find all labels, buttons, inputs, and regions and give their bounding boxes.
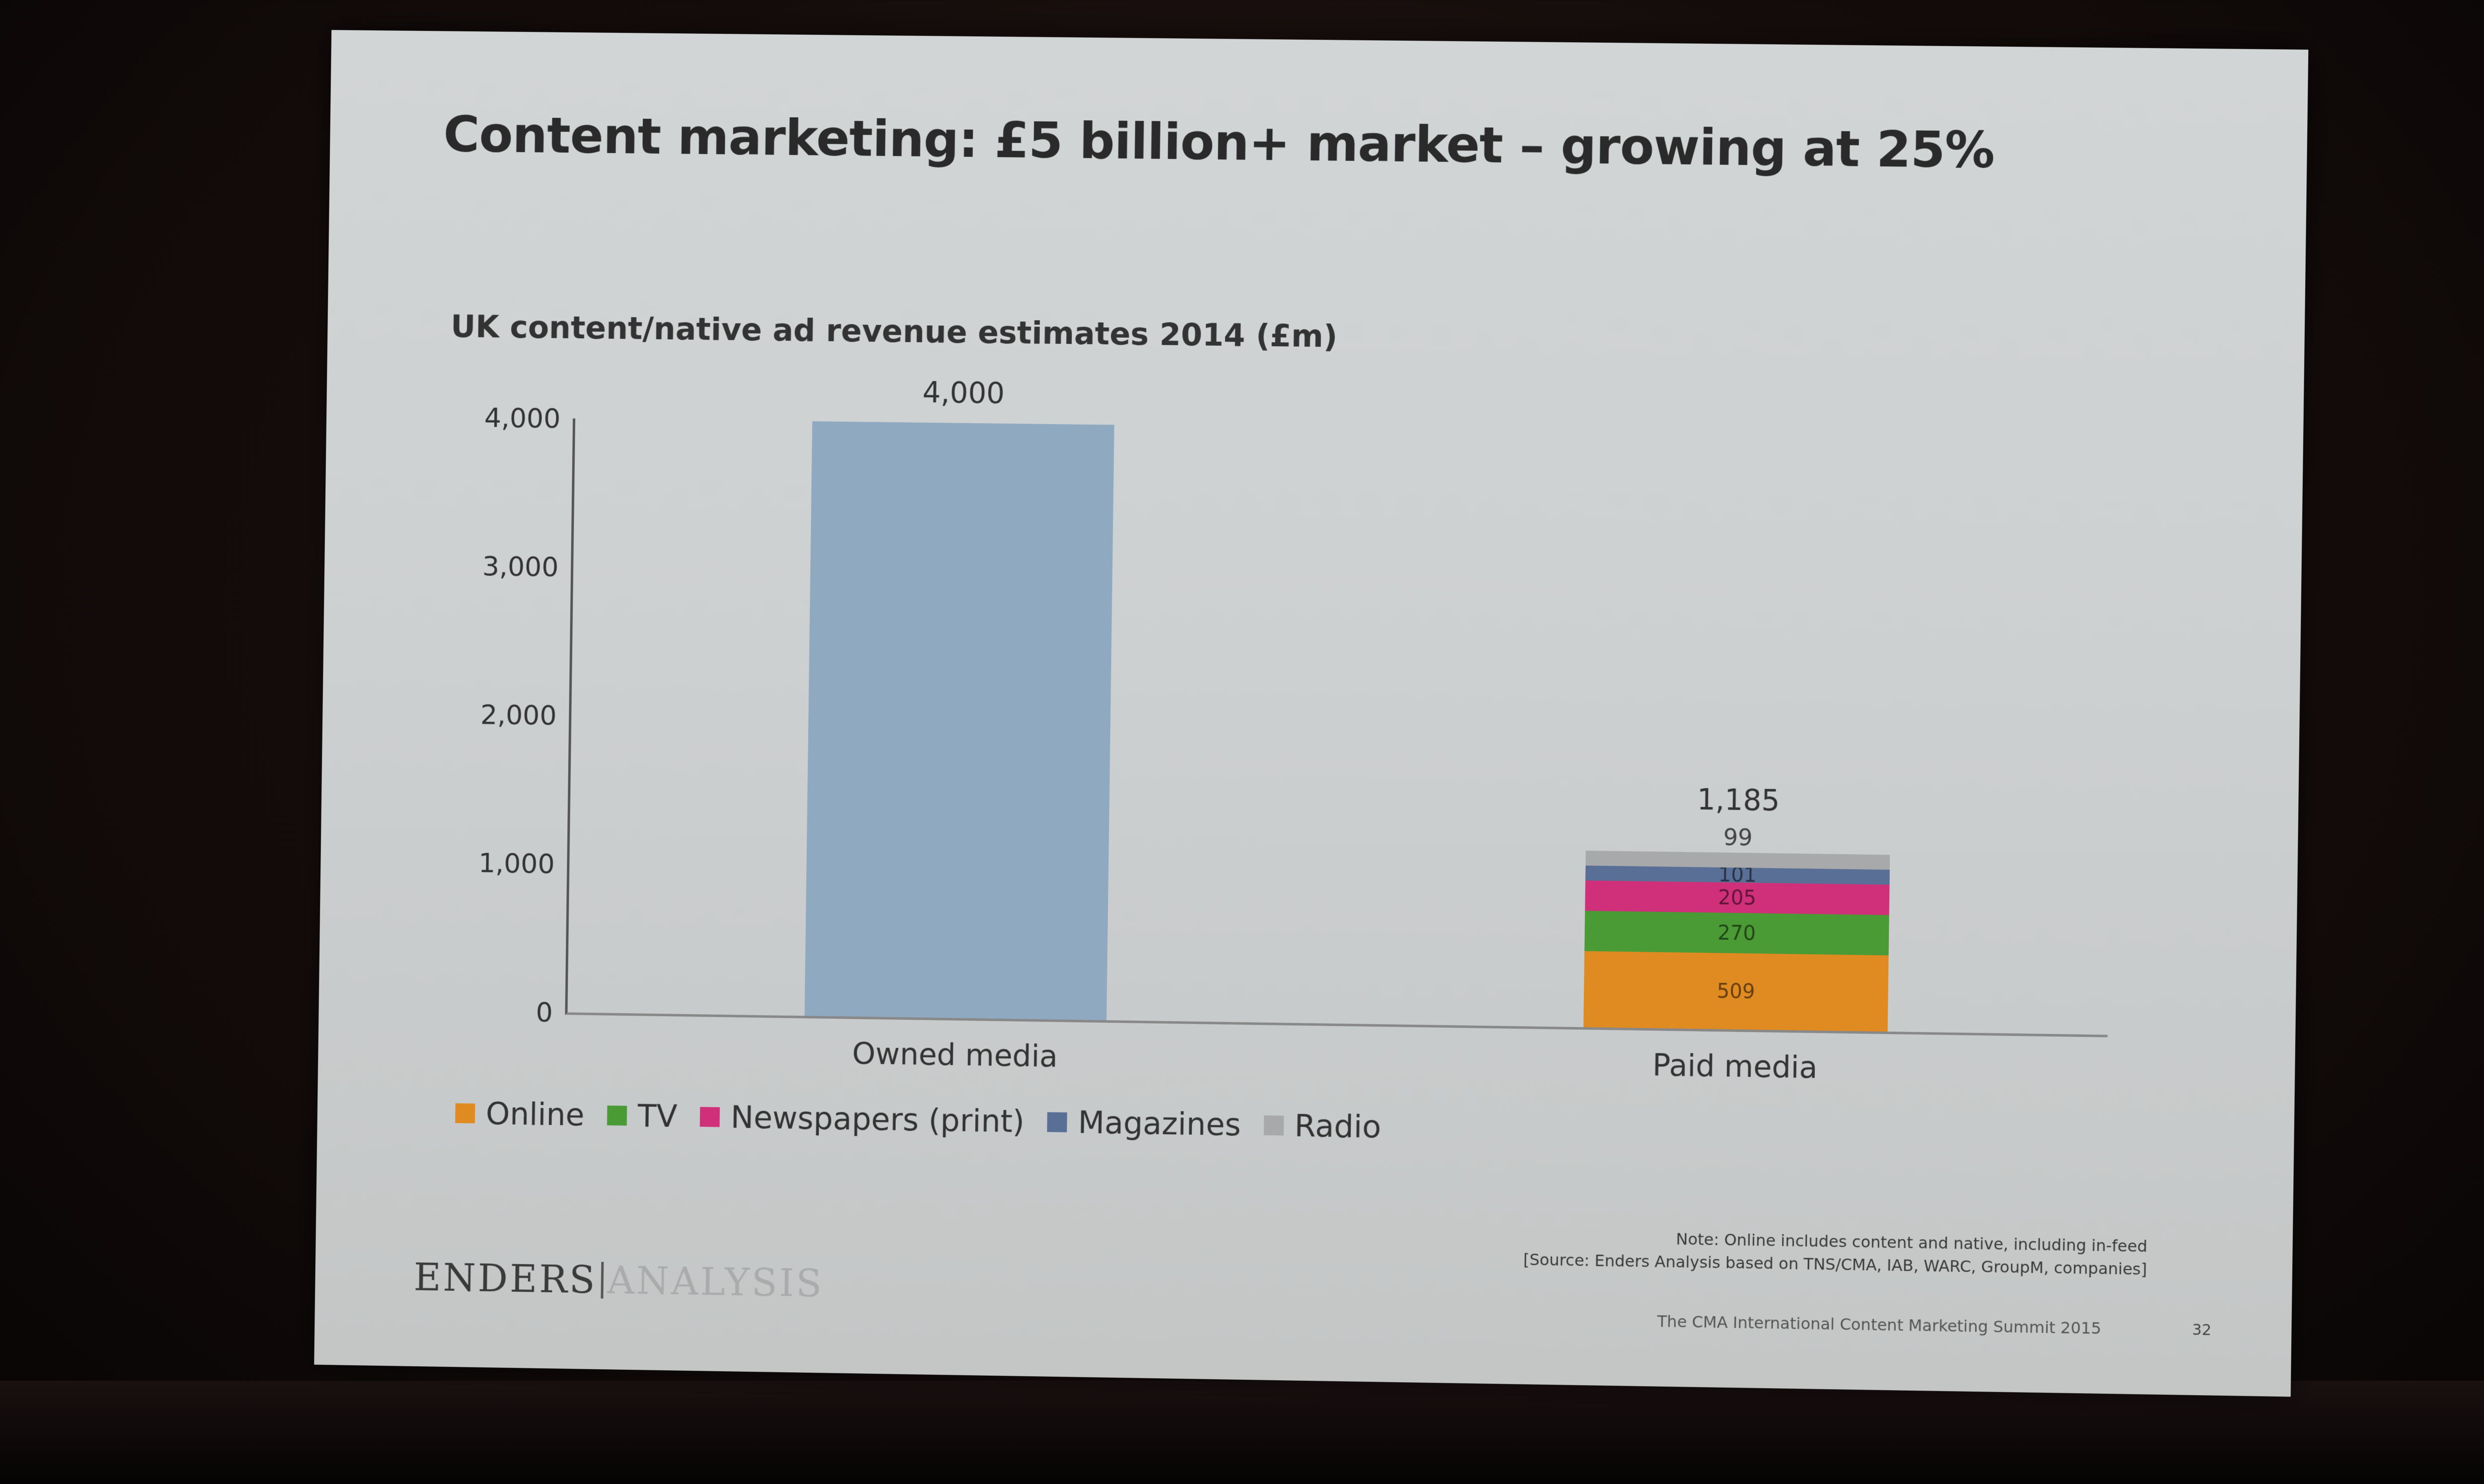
slide-title: Content marketing: £5 billion+ market – … (443, 105, 1995, 180)
segment-online: 509 (1583, 951, 1889, 1032)
segment-value: 270 (1717, 921, 1756, 945)
segment-value: 205 (1718, 886, 1757, 910)
x-label-owned: Owned media (852, 1036, 1058, 1074)
owned-total-label: 4,000 (922, 375, 1005, 410)
x-label-paid: Paid media (1652, 1048, 1818, 1086)
chart-plot-area: 4,000 3,000 2,000 1,000 0 4,000 1,185 50… (478, 375, 2116, 1085)
chart-legend: Online TV Newspapers (print) Magazines R… (455, 1095, 1381, 1145)
legend-item-radio: Radio (1263, 1107, 1381, 1145)
paid-media-stacked-bar: 509 270 205 101 99 (1583, 823, 1890, 1032)
swatch-icon (1047, 1112, 1068, 1132)
legend-item-magazines: Magazines (1047, 1104, 1242, 1143)
segment-value: 99 (1723, 823, 1753, 851)
room-background (0, 1381, 2484, 1484)
swatch-icon (607, 1105, 627, 1125)
segment-value: 509 (1716, 979, 1755, 1003)
legend-label: Magazines (1078, 1104, 1242, 1143)
swatch-icon (699, 1107, 720, 1127)
legend-item-online: Online (455, 1095, 585, 1133)
enders-analysis-logo: ENDERS ANALYSIS (413, 1255, 824, 1306)
y-tick: 2,000 (480, 698, 557, 731)
legend-label: Newspapers (print) (730, 1099, 1025, 1140)
logo-primary: ENDERS (413, 1255, 598, 1302)
legend-item-tv: TV (607, 1097, 678, 1134)
legend-item-newspapers: Newspapers (print) (699, 1099, 1025, 1140)
legend-label: TV (637, 1097, 678, 1134)
owned-media-bar (804, 421, 1114, 1021)
logo-divider (601, 1261, 604, 1299)
segment-tv: 270 (1584, 911, 1889, 956)
page-number: 32 (2192, 1321, 2212, 1339)
y-tick: 4,000 (484, 402, 561, 434)
paid-total-label: 1,185 (1697, 782, 1781, 817)
footer-event-name: The CMA International Content Marketing … (1657, 1312, 2101, 1338)
y-tick: 0 (536, 996, 553, 1028)
y-tick: 1,000 (478, 847, 555, 880)
logo-secondary: ANALYSIS (607, 1258, 824, 1306)
swatch-icon (1263, 1115, 1284, 1135)
source-note: Note: Online includes content and native… (1523, 1225, 2148, 1281)
chart-title: UK content/native ad revenue estimates 2… (450, 308, 1338, 355)
y-tick: 3,000 (482, 550, 559, 583)
legend-label: Online (485, 1095, 585, 1133)
presentation-slide: Content marketing: £5 billion+ market – … (314, 30, 2309, 1397)
swatch-icon (455, 1103, 475, 1123)
legend-label: Radio (1294, 1107, 1382, 1145)
